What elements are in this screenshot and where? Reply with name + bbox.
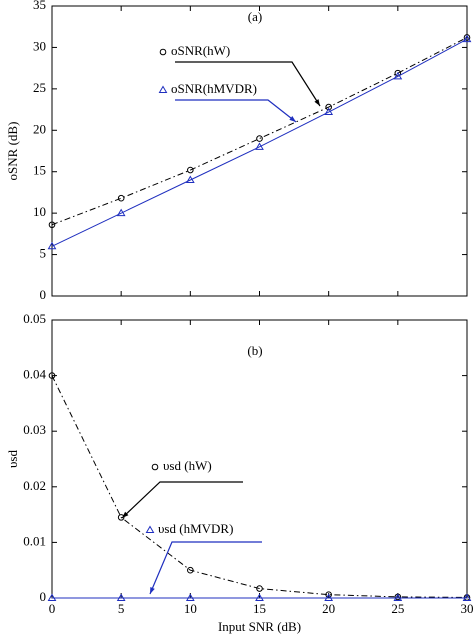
- y-tick-label: 20: [33, 121, 46, 136]
- marker: [48, 221, 56, 229]
- legend-symbol: [158, 85, 168, 93]
- marker: [117, 194, 125, 202]
- marker: [462, 593, 472, 601]
- legend-label: oSNR(hW): [171, 43, 230, 58]
- marker: [325, 591, 332, 598]
- y-axis-label: υsd: [5, 450, 20, 468]
- legend-arrowhead: [314, 99, 320, 106]
- legend-symbol: [151, 463, 159, 471]
- legend-pointer: [149, 541, 262, 595]
- marker: [255, 142, 264, 150]
- legend-entry: oSNR(hMVDR): [171, 81, 297, 123]
- legend-symbol: [159, 48, 167, 56]
- y-tick-label: 25: [33, 80, 46, 95]
- y-tick-label: 30: [33, 38, 46, 53]
- marker: [47, 593, 57, 601]
- legend-symbol: [145, 525, 155, 533]
- marker: [185, 175, 195, 183]
- legend-entry: υsd (hW): [121, 458, 243, 519]
- y-tick-label: 35: [33, 0, 46, 12]
- marker: [116, 593, 126, 601]
- marker: [187, 566, 194, 574]
- x-tick-label: 15: [253, 601, 266, 616]
- x-tick-label: 20: [322, 601, 335, 616]
- marker: [393, 71, 403, 80]
- marker: [325, 103, 332, 111]
- legend-label: oSNR(hMVDR): [171, 81, 257, 96]
- legend-arrowhead: [150, 587, 155, 594]
- marker: [324, 107, 334, 116]
- y-tick-label: 15: [33, 163, 46, 178]
- legend-label: υsd (hMVDR): [158, 521, 233, 536]
- marker: [256, 135, 263, 142]
- legend-arrowhead: [289, 116, 296, 122]
- marker: [393, 593, 403, 601]
- legend-pointer: [175, 99, 297, 123]
- marker: [47, 241, 57, 250]
- x-tick-label: 0: [49, 601, 56, 616]
- x-tick-label: 5: [118, 601, 125, 616]
- series-line: [51, 38, 468, 247]
- y-tick-label: 0: [40, 589, 47, 604]
- marker: [116, 208, 126, 217]
- plot-frame: [51, 319, 468, 599]
- marker: [324, 593, 334, 601]
- y-tick-label: 0.05: [23, 311, 46, 326]
- annotation: (a): [248, 9, 262, 24]
- x-tick-label: 10: [184, 601, 197, 616]
- marker: [462, 34, 472, 43]
- marker: [256, 585, 263, 592]
- marker: [48, 372, 56, 379]
- marker: [185, 593, 195, 601]
- series-line: [51, 375, 468, 598]
- y-tick-label: 0.01: [23, 533, 46, 548]
- marker: [117, 514, 125, 521]
- annotation: (b): [247, 343, 262, 358]
- y-tick-label: 0.02: [23, 478, 46, 493]
- plot-frame: [51, 5, 468, 297]
- legend-pointer: [175, 61, 321, 107]
- y-tick-label: 10: [33, 204, 46, 219]
- y-tick-label: 0.04: [23, 367, 46, 382]
- x-tick-label: 25: [391, 601, 404, 616]
- x-axis-label: Input SNR (dB): [218, 619, 301, 634]
- series-line: [51, 37, 468, 226]
- legend-entry: oSNR(hW): [171, 43, 321, 107]
- y-tick-label: 0: [40, 287, 47, 302]
- y-tick-label: 5: [40, 246, 47, 261]
- y-tick-label: 0.03: [23, 422, 46, 437]
- legend-pointer: [121, 481, 243, 519]
- legend-arrowhead: [122, 511, 129, 518]
- legend-entry: υsd (hMVDR): [149, 521, 262, 595]
- y-axis-label: oSNR (dB): [5, 122, 20, 181]
- x-tick-label: 30: [461, 601, 474, 616]
- legend-label: υsd (hW): [163, 458, 212, 473]
- marker: [255, 593, 264, 601]
- marker: [187, 166, 194, 174]
